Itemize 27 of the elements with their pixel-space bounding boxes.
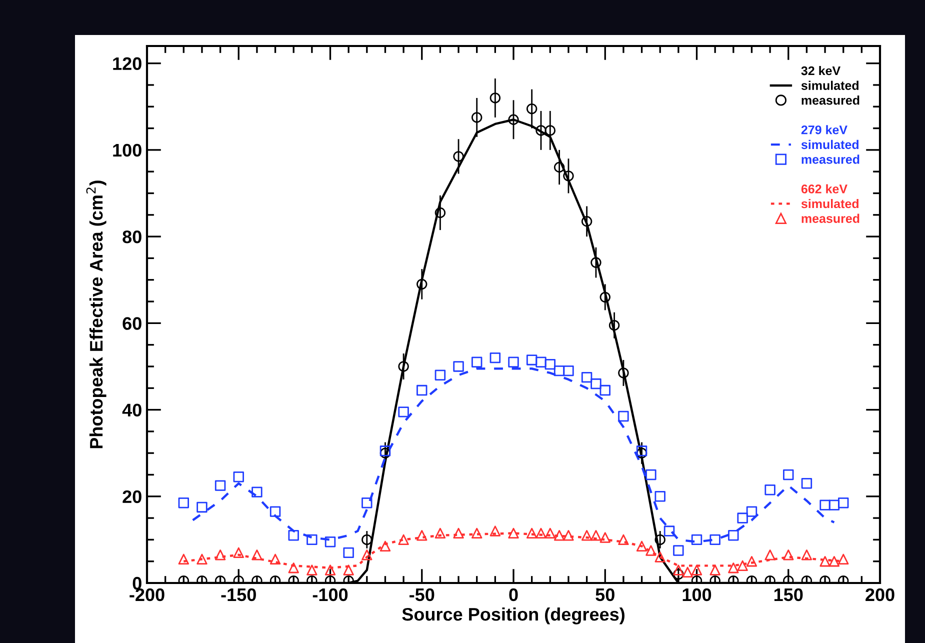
y-tick-label: 0 — [132, 576, 142, 590]
x-tick-label: 100 — [682, 588, 712, 602]
annotation: 662 keV — [801, 184, 848, 194]
y-tick-label: 60 — [122, 317, 142, 330]
x-axis-title: Source Position (degrees) — [402, 607, 624, 624]
y-axis-title: Photopeak Effective Area (cm$^{2}$) — [86, 180, 106, 448]
x-tick-label: -200 — [130, 588, 164, 602]
legend-label: simulated — [801, 140, 858, 150]
legend-label: measured — [802, 214, 860, 223]
y-tick-label: 80 — [122, 230, 142, 244]
legend-label: simulated — [801, 198, 858, 208]
annotation: 279 keV — [801, 125, 848, 134]
y-tick-label: 20 — [122, 490, 142, 504]
x-tick-label: 150 — [774, 588, 803, 602]
y-tick-label: 40 — [122, 404, 142, 416]
x-tick-label: -50 — [410, 588, 434, 602]
x-tick-label: 0 — [509, 588, 518, 602]
annotation: 32 keV — [801, 66, 840, 76]
legend-label: measured — [802, 154, 860, 164]
y-tick-label: 100 — [113, 144, 142, 157]
x-tick-label: -150 — [221, 588, 256, 602]
y-tick-label: 120 — [113, 57, 142, 70]
x-tick-label: 50 — [596, 588, 614, 602]
legend-label: simulated — [801, 80, 858, 90]
legend-label: measured — [802, 96, 860, 105]
x-tick-label: 200 — [866, 588, 894, 602]
x-tick-label: -100 — [312, 588, 348, 602]
